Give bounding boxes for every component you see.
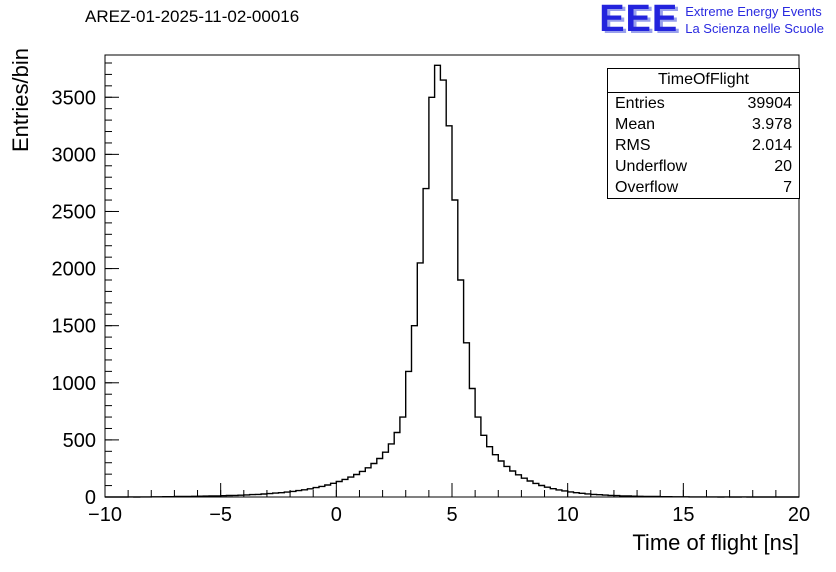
stats-row-rms: RMS 2.014 xyxy=(608,135,799,156)
stats-value: 2.014 xyxy=(751,136,792,154)
stats-value: 20 xyxy=(774,157,792,175)
svg-text:−10: −10 xyxy=(88,504,122,526)
stats-label: Mean xyxy=(615,115,656,133)
svg-text:5: 5 xyxy=(446,504,457,526)
eee-logo-acronym: EEE xyxy=(599,0,679,40)
stats-label: RMS xyxy=(615,136,651,154)
stats-value: 3.978 xyxy=(751,115,792,133)
svg-text:0: 0 xyxy=(85,487,96,509)
svg-text:1000: 1000 xyxy=(52,373,97,395)
svg-text:1500: 1500 xyxy=(52,316,97,338)
svg-text:500: 500 xyxy=(63,430,96,452)
stats-row-overflow: Overflow 7 xyxy=(608,177,799,198)
stats-row-underflow: Underflow 20 xyxy=(608,156,799,177)
x-axis-title: Time of flight [ns] xyxy=(632,530,799,555)
eee-logo-text: Extreme Energy Events La Scienza nelle S… xyxy=(685,1,824,38)
svg-text:10: 10 xyxy=(557,504,579,526)
svg-text:15: 15 xyxy=(672,504,694,526)
eee-logo: EEE Extreme Energy Events La Scienza nel… xyxy=(599,0,824,40)
stats-label: Overflow xyxy=(615,178,679,196)
stats-box: TimeOfFlight Entries 39904 Mean 3.978 RM… xyxy=(607,68,800,199)
eee-logo-line1: Extreme Energy Events xyxy=(685,4,822,19)
svg-text:3000: 3000 xyxy=(52,144,97,166)
stats-row-entries: Entries 39904 xyxy=(608,93,799,114)
svg-text:20: 20 xyxy=(788,504,810,526)
svg-text:2500: 2500 xyxy=(52,201,97,223)
stats-label: Underflow xyxy=(615,157,688,175)
stats-value: 7 xyxy=(783,178,792,196)
page-title: AREZ-01-2025-11-02-00016 xyxy=(85,7,300,26)
y-axis-title: Entries/bin xyxy=(8,48,33,152)
svg-text:2000: 2000 xyxy=(52,259,97,281)
stats-label: Entries xyxy=(615,94,665,112)
svg-text:0: 0 xyxy=(331,504,342,526)
stats-row-mean: Mean 3.978 xyxy=(608,114,799,135)
stats-value: 39904 xyxy=(747,94,793,112)
eee-logo-line2: La Scienza nelle Scuole xyxy=(685,20,824,36)
stats-box-title: TimeOfFlight xyxy=(608,69,799,93)
svg-text:−5: −5 xyxy=(209,504,232,526)
svg-text:3500: 3500 xyxy=(52,87,97,109)
